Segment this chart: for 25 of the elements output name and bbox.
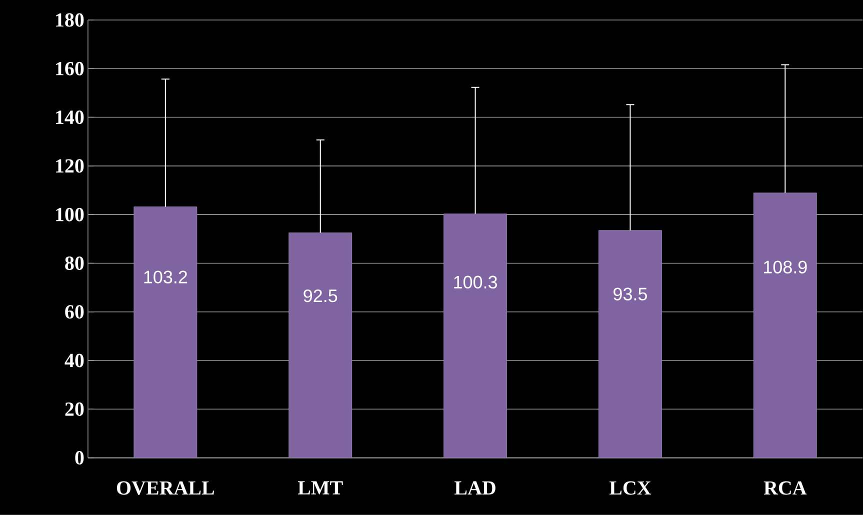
x-tick-label: RCA: [764, 481, 807, 495]
x-tick-label: OVERALL: [116, 481, 214, 495]
y-tick-label: 120: [56, 159, 84, 173]
y-tick-label: 0: [75, 451, 84, 465]
bar: [288, 232, 352, 458]
y-tick-label: 80: [65, 256, 84, 270]
y-tick-label: 40: [64, 354, 84, 368]
bar: [753, 192, 817, 458]
y-tick-label: 180: [56, 13, 84, 27]
bar: [598, 230, 662, 458]
data-label: 103.2: [144, 270, 188, 284]
x-tick-label: LMT: [298, 481, 343, 494]
bar: [134, 206, 198, 458]
data-label: 93.5: [614, 288, 647, 301]
y-tick-label: 160: [56, 62, 84, 76]
y-tick-label: 140: [56, 110, 84, 124]
y-tick-label: 60: [65, 305, 84, 319]
data-label: 108.9: [764, 260, 807, 274]
x-tick-label: LCX: [609, 481, 652, 495]
bar: [444, 214, 507, 458]
data-label: 92.5: [304, 290, 338, 302]
y-tick-label: 20: [65, 402, 84, 416]
data-label: 100.3: [454, 276, 497, 289]
y-tick-label: 100: [56, 208, 84, 222]
x-tick-label: LAD: [454, 481, 496, 495]
